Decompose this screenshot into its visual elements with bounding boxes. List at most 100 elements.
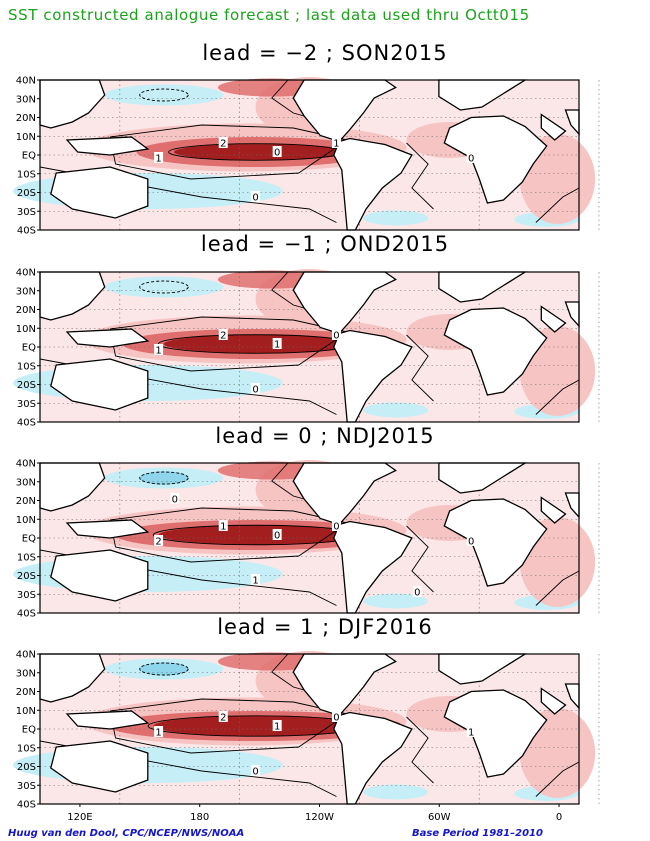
contour-value-label: 0 [252, 385, 258, 396]
sst-field: 0 1 2 0 1 0 0 0 40N 30N 20N 10N EQ 10S 20S 30S 40S [13, 459, 600, 619]
contour-line-negative [139, 88, 189, 102]
lat-label: 20N [16, 687, 36, 698]
lat-label: 40N [16, 650, 36, 661]
contour-line-negative [139, 662, 189, 676]
contour-value-label: 1 [468, 728, 474, 739]
contour-value-bg [331, 137, 341, 148]
contour-value-bg [170, 493, 180, 504]
contour-line [109, 507, 349, 563]
lat-label: 10N [16, 706, 36, 717]
contour-value-label: 1 [155, 728, 161, 739]
contour-value-label: 1 [252, 576, 258, 587]
cool-anomaly-north-pacific [104, 276, 224, 298]
warm-anomaly-el-nino-core [173, 143, 349, 161]
lat-label: 30N [16, 668, 36, 679]
lat-label: 20S [17, 571, 36, 582]
contour-value-label: 1 [220, 522, 226, 533]
land-arabia [540, 687, 567, 715]
contour-value-bg [272, 529, 282, 540]
contour-value-bg [251, 383, 261, 394]
contour-value-bg [272, 146, 282, 157]
cool-anomaly-south-atlantic [363, 402, 429, 418]
contour-line [109, 124, 349, 180]
lat-label: 30S [17, 590, 36, 601]
panel-title-lead-minus1: lead = −1 ; OND2015 [200, 232, 450, 256]
map-title: SST constructed analogue forecast ; last… [8, 6, 530, 24]
contour-value-bg [218, 711, 228, 722]
contour-value-bg [412, 586, 422, 597]
land-arabia [540, 496, 567, 524]
lat-label: EQ [22, 725, 36, 736]
cool-anomaly-south-atlantic [363, 784, 429, 800]
contour-value-bg [154, 535, 164, 546]
contour-value-bg [251, 191, 261, 202]
lat-label: 30S [17, 781, 36, 792]
land-samerica [333, 711, 413, 805]
contour-line [406, 142, 434, 210]
lat-label: 40N [16, 268, 36, 279]
cool-anomaly-south-atlantic [363, 593, 429, 609]
lat-label: EQ [22, 534, 36, 545]
contour-value-label: 0 [252, 767, 258, 778]
contour-line-negative [139, 471, 189, 485]
credit-text: Huug van den Dool, CPC/NCEP/NWS/NOAA [8, 828, 245, 839]
lat-label: 40S [17, 418, 36, 429]
contour-value-bg [154, 152, 164, 163]
lat-label: 20N [16, 496, 36, 507]
land-samerica [333, 520, 413, 614]
lat-label: 40S [17, 226, 36, 237]
lat-label: 30N [16, 286, 36, 297]
contour-line-negative [139, 280, 189, 294]
land-indonesia [65, 328, 150, 348]
contour-line [109, 698, 349, 754]
land-namerica [292, 79, 397, 143]
lat-label: 30S [17, 399, 36, 410]
land-australia [50, 358, 149, 411]
contour-value-bg [251, 765, 261, 776]
contour-value-label: 1 [274, 722, 280, 733]
contour-line [535, 761, 580, 797]
panel-title-lead-minus2: lead = −2 ; SON2015 [202, 41, 448, 65]
lon-label: 60W [428, 812, 451, 823]
land-asia [39, 79, 106, 129]
contour-value-label: 0 [333, 713, 339, 724]
land-australia [50, 166, 149, 219]
contour-value-label: 0 [414, 588, 420, 599]
lat-label: EQ [22, 343, 36, 354]
land-indonesia [65, 519, 150, 539]
land-asia [39, 462, 106, 512]
lat-label: 20S [17, 380, 36, 391]
contour-value-label: 0 [333, 522, 339, 533]
contour-value-bg [154, 344, 164, 355]
contour-value-bg [466, 152, 476, 163]
cool-anomaly-south-atlantic [363, 210, 429, 226]
contour-value-label: 1 [274, 340, 280, 351]
contour-value-bg [466, 726, 476, 737]
lat-label: 20S [17, 188, 36, 199]
lon-label: 0 [556, 812, 562, 823]
land-samerica [333, 137, 413, 231]
contour-value-bg [272, 720, 282, 731]
map-panel-lead-0: 0 1 2 0 1 0 0 0 40N 30N 20N 10N EQ 10S 20S 30S 40S [13, 459, 600, 619]
contour-value-label: 1 [155, 346, 161, 357]
lat-label: 10S [17, 169, 36, 180]
contour-line [406, 334, 434, 402]
lat-label: 10N [16, 324, 36, 335]
lat-label: 20N [16, 113, 36, 124]
land-namerica [292, 462, 397, 526]
contour-value-label: 2 [220, 331, 226, 342]
land-namerica [292, 653, 397, 717]
land-australia [50, 740, 149, 793]
contour-value-label: 0 [333, 331, 339, 342]
sst-field: 0 2 1 1 0 0 40N 30N 20N 10N EQ 10S 20S 30S 40S [13, 76, 600, 237]
sst-field: 1 2 1 0 0 1 40N 30N 20N 10N EQ 10S 20S 30S 40S 120E 180 1… [13, 650, 600, 823]
lat-label: 10S [17, 552, 36, 563]
contour-value-label: 2 [155, 537, 161, 548]
contour-value-bg [272, 338, 282, 349]
lat-label: 10S [17, 361, 36, 372]
panel-title-lead-1: lead = 1 ; DJF2016 [217, 615, 433, 639]
warm-anomaly-el-nino-core [153, 715, 369, 737]
map-panel-lead-minus2: 0 2 1 1 0 0 40N 30N 20N 10N EQ 10S 20S 30S 40S [13, 76, 600, 237]
contour-line [406, 716, 434, 784]
contour-value-bg [331, 329, 341, 340]
